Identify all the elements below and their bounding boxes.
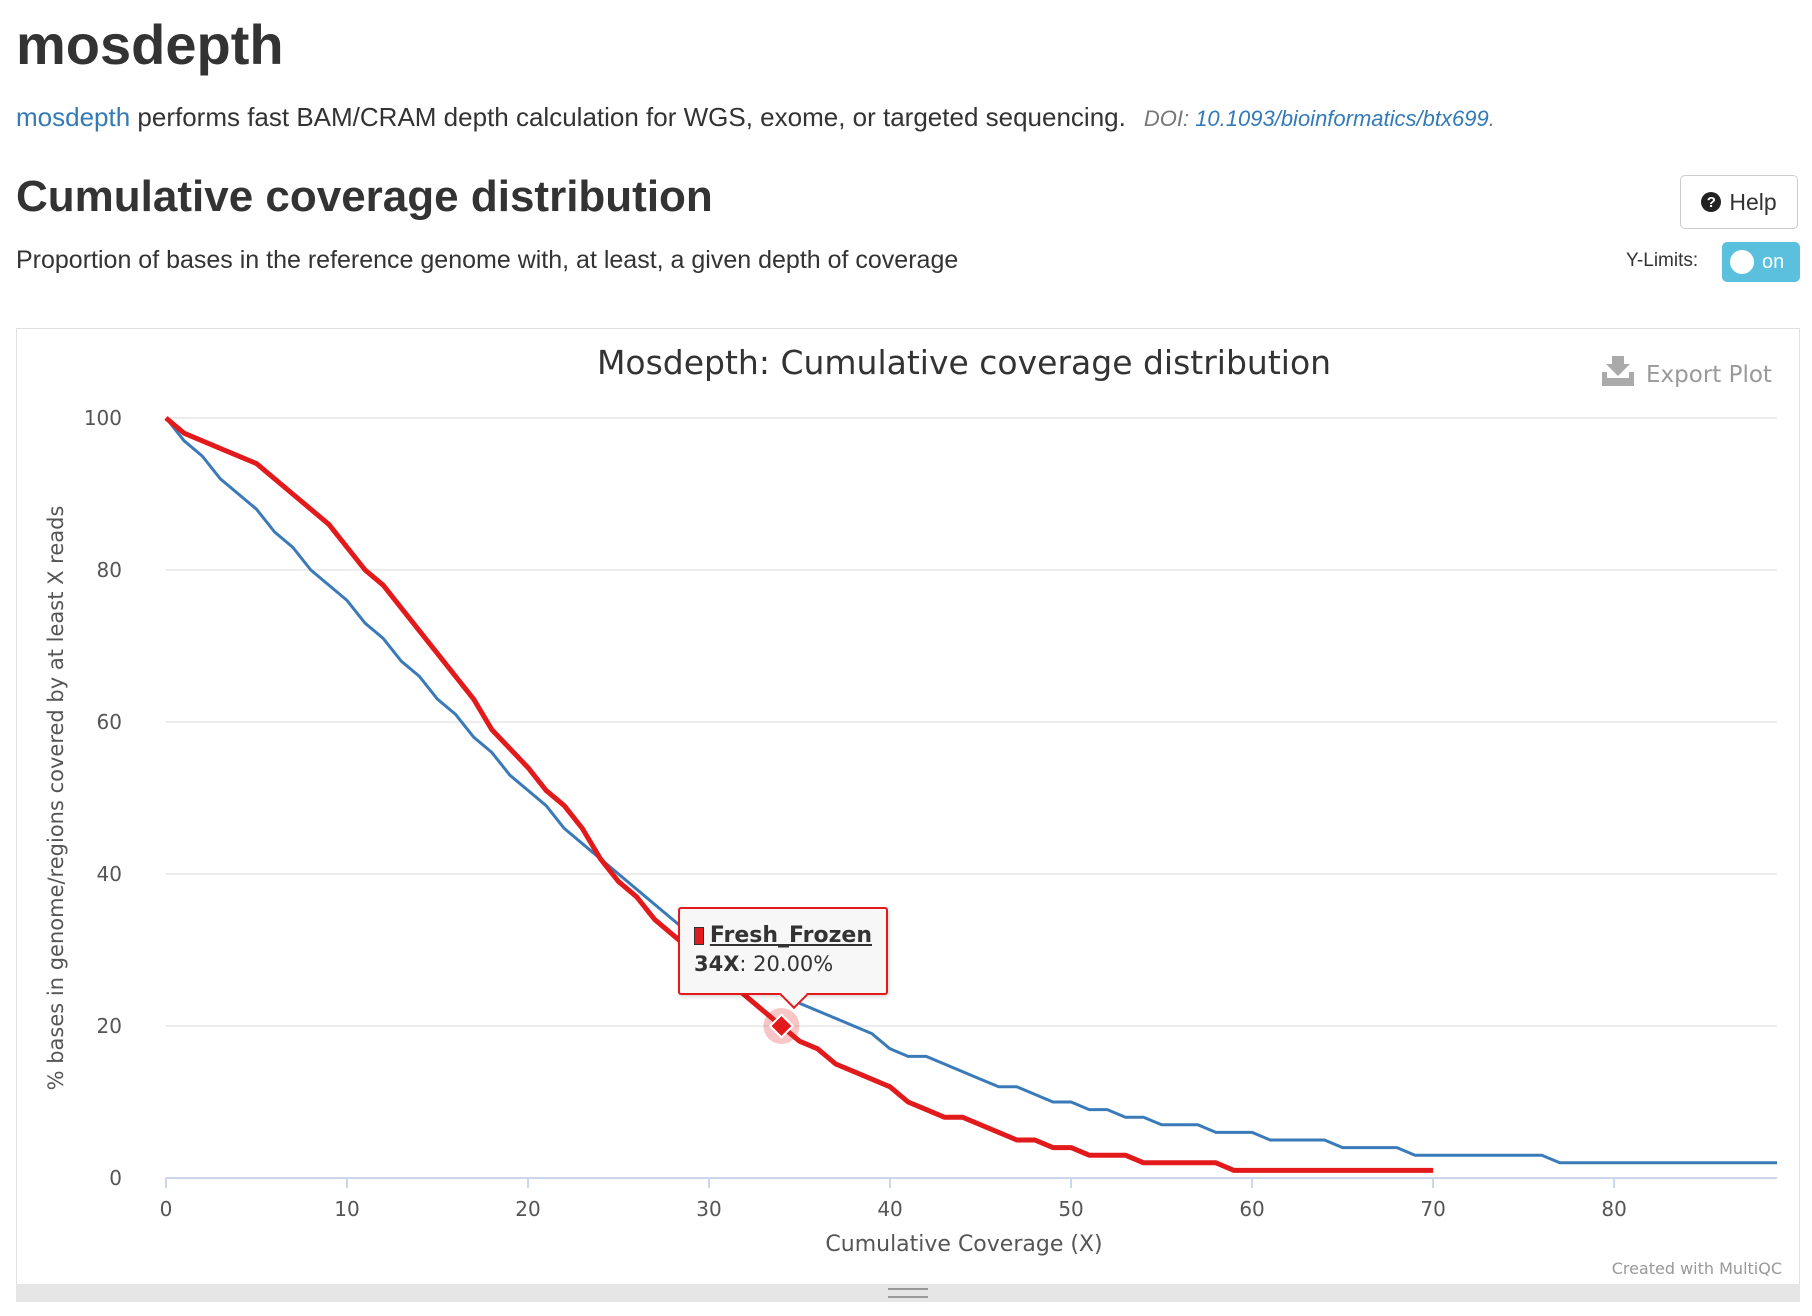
toggle-knob [1730,250,1754,274]
export-plot-label: Export Plot [1646,362,1772,388]
download-icon [1602,356,1634,386]
y-tick-label: 40 [97,862,122,886]
x-axis-ticks: 0 10 20 30 40 50 60 70 80 [160,1178,1627,1221]
y-tick-label: 100 [84,406,122,430]
ylimits-label: Y-Limits: [1626,250,1699,271]
page-title: mosdepth [16,13,284,76]
tooltip-series-name: Fresh_Frozen [709,923,872,948]
doi-prefix: DOI: [1143,106,1196,131]
multiqc-credit: Created with MultiQC [1612,1259,1782,1278]
x-tick-label: 50 [1058,1197,1083,1221]
y-tick-label: 0 [109,1166,122,1190]
y-tick-label: 60 [97,710,122,734]
help-label: Help [1729,188,1777,215]
y-axis-label: % bases in genome/regions covered by at … [44,506,68,1091]
chart-tooltip: Fresh_Frozen 34X: 20.00% [678,907,888,995]
mosdepth-link[interactable]: mosdepth [16,102,131,132]
series-line-fresh_frozen[interactable] [164,416,1434,1173]
x-tick-label: 20 [515,1197,540,1221]
x-tick-label: 60 [1239,1197,1264,1221]
plot-resize-handle[interactable] [16,1284,1800,1302]
x-tick-label: 30 [696,1197,721,1221]
y-tick-label: 20 [97,1014,122,1038]
series-layer [164,416,1777,1173]
gridlines [166,417,1777,1179]
tooltip-x-value: 34X [694,952,740,976]
section-description: Proportion of bases in the reference gen… [16,246,959,274]
y-tick-label: 80 [97,558,122,582]
doi-link[interactable]: 10.1093/bioinformatics/btx699 [1195,106,1489,131]
chart-title: Mosdepth: Cumulative coverage distributi… [597,343,1331,382]
module-intro: mosdepth performs fast BAM/CRAM depth ca… [16,102,1495,133]
tooltip-y-value: : 20.00% [739,952,834,976]
doi-suffix: . [1488,106,1495,131]
help-button[interactable]: ? Help [1680,175,1798,229]
x-axis-label: Cumulative Coverage (X) [825,1232,1102,1257]
y-axis-ticks: 0 20 40 60 80 100 [84,406,122,1190]
x-tick-label: 70 [1420,1197,1445,1221]
x-tick-label: 0 [160,1197,173,1221]
grip-icon [888,1288,928,1298]
series-line-blue[interactable] [164,417,1777,1165]
toggle-state-label: on [1762,250,1785,273]
plot-container [16,328,1800,1302]
tooltip-series-swatch [694,926,704,945]
doi-citation: DOI: 10.1093/bioinformatics/btx699. [1144,106,1495,131]
x-tick-label: 80 [1601,1197,1626,1221]
question-circle-icon: ? [1701,192,1722,212]
ylimits-toggle[interactable]: on [1722,242,1800,282]
highlight-point[interactable] [768,1013,795,1039]
x-tick-label: 40 [877,1197,902,1221]
highlight-layer [763,1008,800,1044]
intro-text: performs fast BAM/CRAM depth calculation… [130,102,1126,132]
section-title: Cumulative coverage distribution [16,172,713,221]
export-plot-button[interactable]: Export Plot [1602,356,1772,388]
x-tick-label: 10 [334,1197,359,1221]
